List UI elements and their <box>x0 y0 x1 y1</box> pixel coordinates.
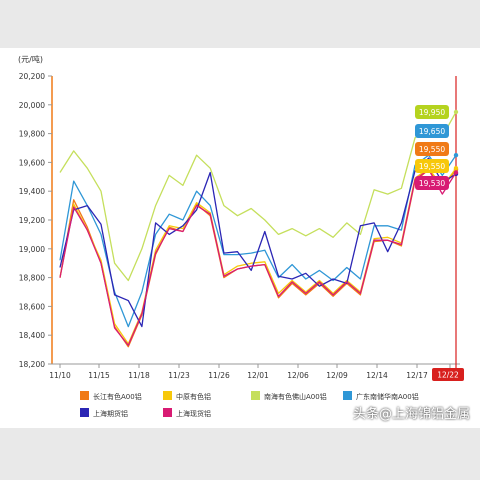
legend-swatch-3 <box>343 391 352 400</box>
legend-label-3: 广东南储华南A00铝 <box>356 392 419 401</box>
x-tick-label: 11/18 <box>128 371 150 380</box>
series-line-5 <box>59 168 457 346</box>
x-tick-label: 11/10 <box>49 371 71 380</box>
x-tick-label: 11/15 <box>88 371 110 380</box>
legend-swatch-5 <box>163 408 172 417</box>
end-value-label: 19,650 <box>419 127 445 136</box>
end-value-badge <box>415 124 449 138</box>
legend-label-4: 上海期货铝 <box>93 409 128 418</box>
end-value-label: 19,950 <box>419 108 445 117</box>
y-tick-label: 18,400 <box>19 331 45 340</box>
x-tick-label: 11/23 <box>168 371 190 380</box>
chart-card: (元/吨) 18,200 18,400 18,600 18,800 19,000 19,20… <box>0 48 480 428</box>
x-highlight-badge <box>432 368 464 381</box>
series-line-2 <box>59 111 457 282</box>
x-tick-label: 12/14 <box>366 371 388 380</box>
legend-swatch-4 <box>80 408 89 417</box>
series-line-1 <box>59 167 457 345</box>
end-value-badge <box>415 159 449 173</box>
legend-label-1: 中原有色铝 <box>176 392 211 401</box>
end-value-badge <box>415 105 449 119</box>
y-tick-label: 18,800 <box>19 274 45 283</box>
end-value-label: 19,530 <box>419 179 445 188</box>
end-value-label: 19,550 <box>419 145 445 154</box>
series-line-0 <box>59 168 457 348</box>
y-tick-label: 19,600 <box>19 158 45 167</box>
aluminum-price-chart: (元/吨) 18,200 18,400 18,600 18,800 19,000 19,20… <box>18 54 464 418</box>
end-value-badge <box>415 142 449 156</box>
x-tick-label: 12/01 <box>247 371 269 380</box>
y-tick-label: 18,600 <box>19 302 45 311</box>
series-end-point-3 <box>453 153 459 158</box>
y-tick-label: 19,400 <box>19 187 45 196</box>
x-tick-label-highlight: 12/22 <box>437 371 459 380</box>
end-value-label: 19,550 <box>419 162 445 171</box>
end-value-badge <box>415 176 449 190</box>
y-tick-label: 20,000 <box>19 101 45 110</box>
y-tick-label: 19,800 <box>19 130 45 139</box>
x-tick-label: 12/17 <box>406 371 428 380</box>
y-axis-title: (元/吨) <box>18 54 43 64</box>
series-line-4 <box>59 157 457 328</box>
y-tick-label: 19,000 <box>19 245 45 254</box>
legend-label-5: 上海现货铝 <box>176 409 211 418</box>
legend-swatch-1 <box>163 391 172 400</box>
legend-swatch-0 <box>80 391 89 400</box>
series-end-point-1 <box>453 165 459 171</box>
watermark-text: 头条@上海锦铝金属 <box>352 407 470 422</box>
x-tick-label: 12/09 <box>326 371 348 380</box>
series-end-point-2 <box>453 109 459 115</box>
y-tick-label: 20,200 <box>19 72 45 81</box>
y-tick-label: 19,200 <box>19 216 45 225</box>
y-tick-label: 18,200 <box>19 360 45 369</box>
series-end-point-5 <box>453 170 459 175</box>
x-tick-label: 11/26 <box>208 371 230 380</box>
x-tick-label: 12/06 <box>287 371 309 380</box>
legend-label-0: 长江有色A00铝 <box>93 392 142 401</box>
legend-swatch-2 <box>251 391 260 400</box>
legend-label-2: 南海有色佛山A00铝 <box>264 392 327 401</box>
